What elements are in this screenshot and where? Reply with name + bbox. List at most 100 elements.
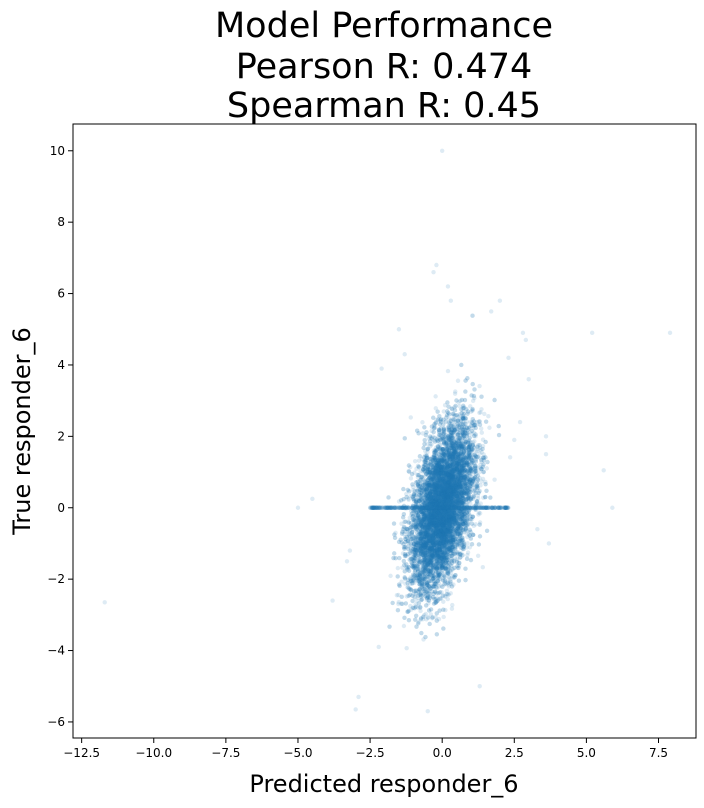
scatter-point <box>449 491 455 496</box>
scatter-point <box>463 482 468 488</box>
scatter-point <box>459 486 465 492</box>
scatter-point <box>418 548 423 553</box>
scatter-point <box>423 493 428 498</box>
scatter-point <box>417 508 422 513</box>
scatter-point <box>438 512 444 518</box>
scatter-point <box>437 436 443 441</box>
scatter-point <box>455 482 460 488</box>
scatter-point <box>457 398 463 404</box>
scatter-point <box>438 489 443 495</box>
scatter-point <box>433 514 438 520</box>
scatter-point <box>454 472 459 477</box>
scatter-point <box>440 541 446 546</box>
scatter-point <box>435 483 441 489</box>
scatter-point <box>449 493 455 499</box>
scatter-point <box>439 509 444 515</box>
scatter-point <box>433 394 438 399</box>
scatter-point <box>478 447 483 453</box>
scatter-point <box>454 448 460 454</box>
scatter-point <box>423 483 428 489</box>
scatter-point <box>425 583 430 588</box>
scatter-point <box>417 534 422 539</box>
scatter-point <box>439 596 444 601</box>
scatter-point <box>436 557 441 563</box>
scatter-point <box>468 452 473 458</box>
chart-title-line-2: Pearson R: 0.474 <box>236 47 533 87</box>
scatter-point <box>446 533 452 538</box>
scatter-point <box>431 474 436 480</box>
scatter-point <box>435 499 440 505</box>
scatter-point <box>476 489 482 494</box>
scatter-point <box>412 488 417 493</box>
scatter-point <box>424 534 430 540</box>
scatter-point <box>433 486 439 491</box>
scatter-point <box>450 535 456 541</box>
scatter-point <box>448 456 453 462</box>
scatter-point <box>442 532 448 537</box>
scatter-point <box>457 522 463 527</box>
scatter-point <box>443 540 449 545</box>
scatter-point <box>448 483 454 488</box>
scatter-point <box>440 494 445 500</box>
scatter-point <box>436 498 441 503</box>
scatter-point <box>483 494 488 500</box>
scatter-point <box>464 460 470 465</box>
scatter-point <box>443 509 448 514</box>
scatter-point <box>431 566 436 571</box>
scatter-point <box>466 489 472 494</box>
scatter-point <box>456 497 462 503</box>
scatter-point <box>418 536 423 541</box>
scatter-point <box>428 499 433 504</box>
scatter-point <box>440 512 445 517</box>
scatter-point <box>418 515 424 520</box>
scatter-point <box>420 531 425 537</box>
scatter-point <box>429 537 435 543</box>
scatter-point <box>475 454 480 459</box>
scatter-point <box>443 594 448 599</box>
scatter-point <box>427 546 432 552</box>
scatter-point <box>417 507 422 513</box>
scatter-point <box>419 584 425 590</box>
scatter-point <box>447 491 453 497</box>
scatter-point <box>411 557 417 563</box>
scatter-point <box>445 438 451 444</box>
scatter-point <box>399 521 404 526</box>
scatter-point <box>436 456 442 461</box>
scatter-point <box>449 498 455 504</box>
scatter-point <box>417 592 423 597</box>
scatter-point <box>449 511 455 516</box>
scatter-point <box>441 503 446 508</box>
scatter-point <box>433 473 438 478</box>
scatter-point <box>448 512 453 518</box>
scatter-point <box>428 561 434 566</box>
scatter-point <box>427 499 433 505</box>
scatter-point <box>477 475 482 481</box>
scatter-point <box>443 477 449 482</box>
scatter-point <box>457 412 462 417</box>
scatter-point <box>455 494 460 499</box>
chart-title-line-1: Model Performance <box>215 6 553 46</box>
scatter-point <box>426 508 432 513</box>
scatter-point <box>445 510 451 516</box>
scatter-point <box>424 453 429 458</box>
scatter-point <box>427 570 432 576</box>
scatter-point <box>455 493 460 498</box>
scatter-point <box>414 547 419 553</box>
scatter-point <box>436 584 442 589</box>
scatter-point <box>417 559 423 565</box>
scatter-point <box>430 475 435 481</box>
scatter-point <box>471 476 477 481</box>
scatter-point <box>440 524 446 529</box>
scatter-point <box>443 501 448 507</box>
scatter-point <box>439 550 444 555</box>
scatter-point <box>428 556 433 561</box>
scatter-point <box>430 501 436 507</box>
scatter-point <box>402 519 407 525</box>
scatter-point <box>396 499 402 504</box>
scatter-point <box>445 527 451 532</box>
scatter-point <box>400 551 406 556</box>
scatter-point <box>458 529 464 534</box>
scatter-point <box>436 542 441 547</box>
scatter-point <box>451 482 457 488</box>
scatter-point <box>443 516 448 522</box>
